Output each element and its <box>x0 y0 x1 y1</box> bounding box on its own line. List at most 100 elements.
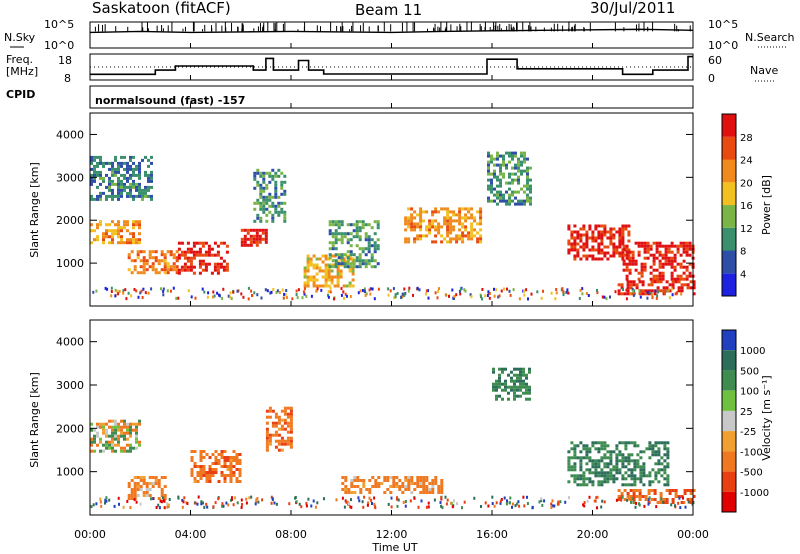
heatmap-cell <box>510 388 513 392</box>
heatmap-cell <box>523 160 526 164</box>
heatmap-cell <box>614 290 617 294</box>
heatmap-cell <box>303 284 307 288</box>
heatmap-cell <box>167 503 170 507</box>
heatmap-cell <box>643 247 647 251</box>
heatmap-cell <box>231 496 233 500</box>
heatmap-cell <box>305 294 308 298</box>
heatmap-cell <box>262 189 266 193</box>
heatmap-cell <box>395 497 398 501</box>
heatmap-cell <box>283 210 287 214</box>
heatmap-cell <box>588 495 591 499</box>
heatmap-cell <box>358 238 362 242</box>
colorbar-tick-label: 4 <box>740 269 746 280</box>
heatmap-cell <box>126 161 129 165</box>
heatmap-cell <box>440 240 444 244</box>
heatmap-cell <box>193 480 197 483</box>
heatmap-cell <box>205 502 208 506</box>
heatmap-cell <box>352 265 356 269</box>
heatmap-cell <box>570 441 574 445</box>
heatmap-cell <box>541 503 544 507</box>
heatmap-cell <box>120 161 123 165</box>
heatmap-cell <box>355 220 359 224</box>
heatmap-cell <box>458 213 462 217</box>
heatmap-cell <box>516 394 519 398</box>
heatmap-cell <box>238 474 242 477</box>
heatmap-cell <box>663 483 667 487</box>
heatmap-cell <box>591 257 595 261</box>
heatmap-cell <box>516 376 519 380</box>
heatmap-cell <box>676 291 679 295</box>
heatmap-cell <box>166 268 170 272</box>
heatmap-cell <box>393 296 396 300</box>
heatmap-cell <box>253 186 257 190</box>
heatmap-cell <box>105 232 108 236</box>
heatmap-cell <box>361 500 364 504</box>
heatmap-cell <box>151 262 155 266</box>
heatmap-cell <box>289 430 293 434</box>
heatmap-cell <box>135 164 138 168</box>
heatmap-cell <box>111 188 114 192</box>
heatmap-cell <box>510 379 513 383</box>
heatmap-cell <box>629 283 633 287</box>
heatmap-cell <box>138 223 141 227</box>
heatmap-cell <box>551 504 554 508</box>
heatmap-cell <box>585 456 589 460</box>
heatmap-cell <box>371 485 375 488</box>
heatmap-cell <box>274 192 278 196</box>
heatmap-cell <box>136 253 140 257</box>
heatmap-cell <box>277 418 281 422</box>
heatmap-cell <box>189 259 193 263</box>
heatmap-cell <box>331 244 335 248</box>
heatmap-cell <box>259 204 263 208</box>
heatmap-cell <box>449 228 453 232</box>
heatmap-cell <box>225 250 229 254</box>
heatmap-cell <box>480 505 482 508</box>
heatmap-cell <box>344 476 348 479</box>
heatmap-cell <box>175 256 179 260</box>
heatmap-cell <box>138 422 141 426</box>
heatmap-cell <box>529 199 532 203</box>
heatmap-cell <box>324 254 328 258</box>
heatmap-cell <box>268 204 272 208</box>
heatmap-cell <box>255 237 259 241</box>
heatmap-cell <box>280 418 284 422</box>
heatmap-cell <box>656 501 660 504</box>
heatmap-cell <box>503 496 506 500</box>
heatmap-cell <box>609 456 613 460</box>
heatmap-cell <box>479 228 483 232</box>
heatmap-cell <box>138 176 141 180</box>
heatmap-cell <box>216 253 220 257</box>
heatmap-cell <box>579 450 583 454</box>
heatmap-cell <box>659 501 663 504</box>
heatmap-cell <box>376 262 380 266</box>
heatmap-cell <box>114 443 117 447</box>
heatmap-cell <box>262 207 266 211</box>
heatmap-cell <box>277 433 281 437</box>
heatmap-cell <box>511 178 514 182</box>
heatmap-cell <box>194 296 197 300</box>
heatmap-cell <box>646 250 650 254</box>
heatmap-cell <box>370 253 374 257</box>
heatmap-cell <box>264 231 268 235</box>
heatmap-cell <box>132 155 135 159</box>
heatmap-cell <box>579 474 583 478</box>
heatmap-cell <box>427 289 429 293</box>
heatmap-cell <box>629 489 633 492</box>
heatmap-cell <box>305 504 308 508</box>
heatmap-cell <box>256 216 260 220</box>
heatmap-cell <box>621 453 625 457</box>
colorbar-tick-label: 16 <box>740 201 753 212</box>
heatmap-cell <box>624 456 628 460</box>
heatmap-cell <box>189 265 193 269</box>
heatmap-cell <box>345 294 348 298</box>
heatmap-cell <box>409 499 412 503</box>
heatmap-cell <box>316 501 319 505</box>
heatmap-cell <box>621 477 625 481</box>
heatmap-cell <box>583 504 586 508</box>
heatmap-cell <box>490 154 493 158</box>
heatmap-cell <box>208 471 212 474</box>
heatmap-cell <box>652 253 656 257</box>
heatmap-cell <box>573 474 577 478</box>
heatmap-cell <box>428 231 432 235</box>
